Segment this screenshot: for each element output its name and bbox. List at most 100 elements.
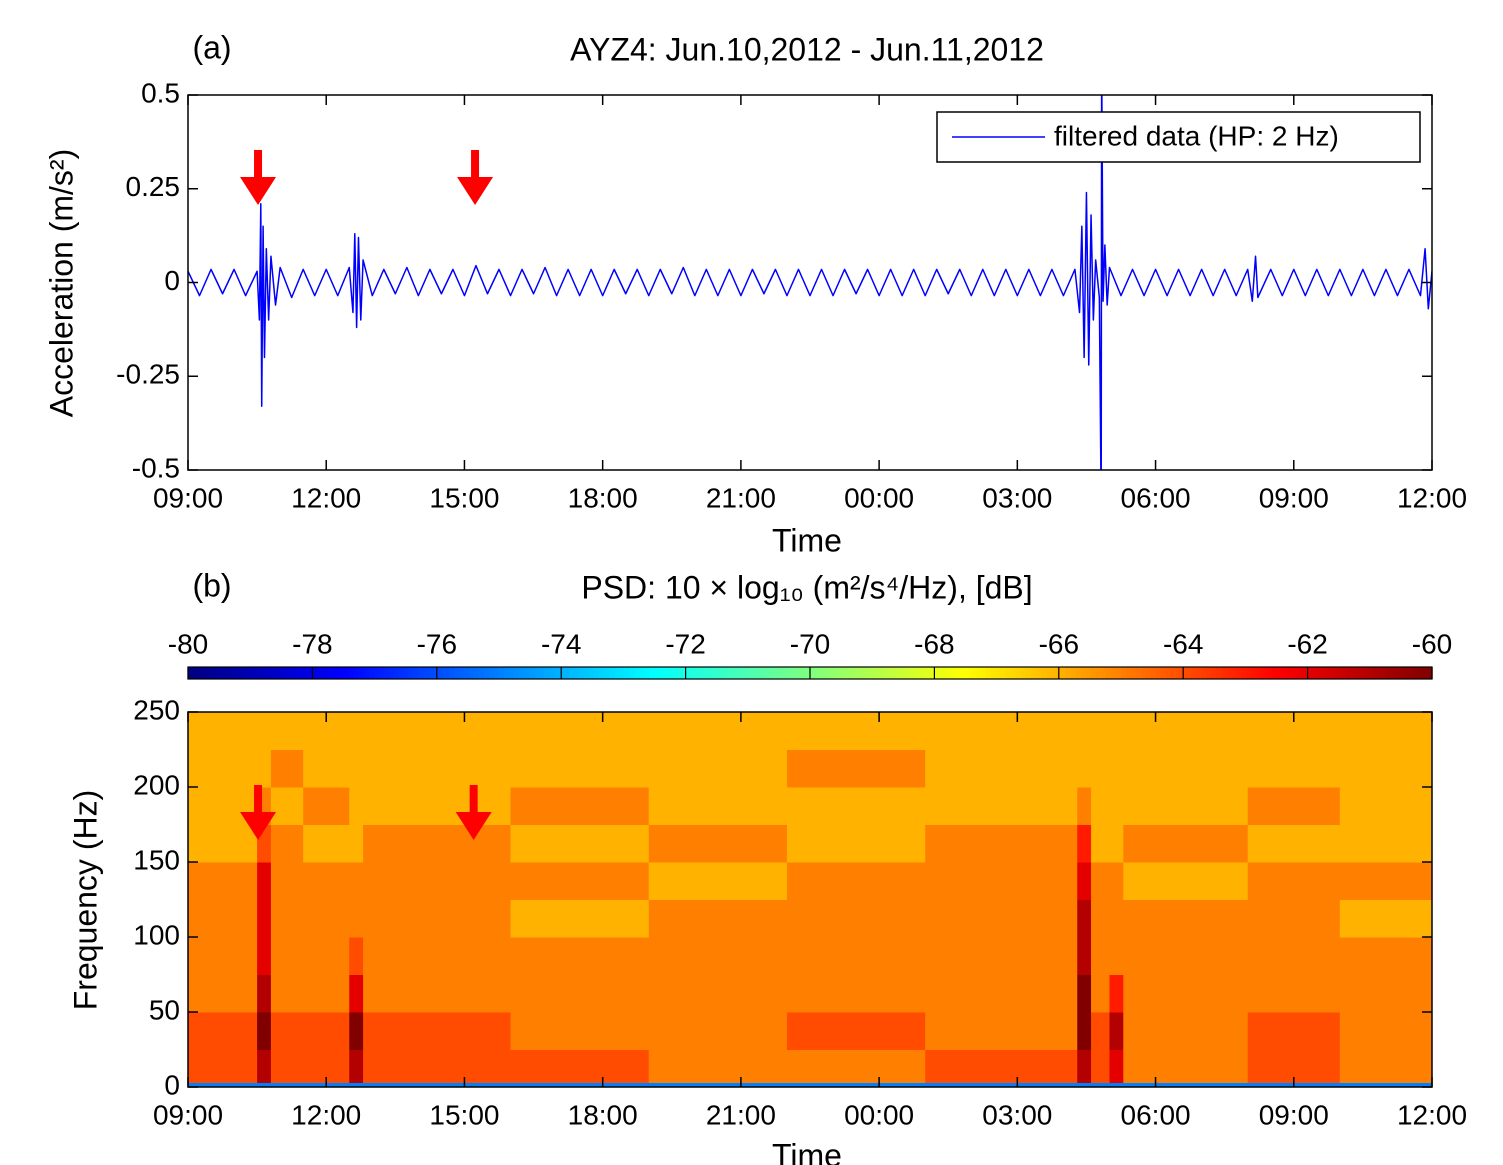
colorbar-swatch <box>1146 667 1152 679</box>
heatmap-cell <box>349 899 364 938</box>
colorbar-swatch <box>193 667 199 679</box>
colorbar-swatch <box>318 667 325 679</box>
heatmap-cell <box>1109 899 1124 938</box>
heatmap-cell <box>1339 824 1433 863</box>
heatmap-cell <box>925 937 1078 975</box>
x-tick-label: 06:00 <box>1121 482 1191 513</box>
heatmap-cell <box>1123 974 1249 1013</box>
colorbar-swatch <box>579 667 585 679</box>
heatmap-cell <box>257 712 272 750</box>
colorbar-swatch <box>664 667 671 679</box>
colorbar-swatch <box>880 667 886 679</box>
colorbar-swatch <box>714 667 721 679</box>
colorbar-tick-label: -68 <box>914 628 954 659</box>
heatmap-cell <box>1109 749 1124 788</box>
heatmap-cell <box>510 1082 650 1088</box>
colorbar-swatch <box>1075 667 1082 679</box>
colorbar-swatch <box>348 667 355 679</box>
heatmap-cell <box>510 1049 650 1083</box>
colorbar-tick-label: -78 <box>292 628 332 659</box>
colorbar-swatch <box>769 667 776 679</box>
heatmap-cell <box>1123 787 1249 825</box>
heatmap-cell <box>1109 787 1124 825</box>
colorbar-swatch <box>804 667 811 679</box>
colorbar-swatch <box>599 667 605 679</box>
heatmap-cell <box>270 749 304 788</box>
colorbar-swatch <box>589 667 595 679</box>
colorbar-swatch <box>1126 667 1132 679</box>
colorbar-swatch <box>228 667 234 679</box>
y-tick-label: 0.25 <box>126 171 181 202</box>
colorbar-swatch <box>383 667 390 679</box>
colorbar-swatch <box>313 667 320 679</box>
colorbar-swatch <box>258 667 264 679</box>
heatmap-cell <box>257 862 272 900</box>
colorbar-swatch <box>1341 667 1348 679</box>
colorbar-swatch <box>784 667 791 679</box>
heatmap-cell <box>257 1049 272 1083</box>
colorbar-swatch <box>1231 667 1237 679</box>
heatmap-cell <box>786 1012 926 1050</box>
colorbar-swatch <box>699 667 706 679</box>
colorbar-swatch <box>1261 667 1268 679</box>
colorbar-swatch <box>233 667 239 679</box>
colorbar-swatch <box>1090 667 1097 679</box>
colorbar-swatch <box>900 667 906 679</box>
heatmap-cell <box>1077 899 1092 938</box>
arrow-marker <box>240 785 277 840</box>
heatmap-cell <box>303 937 350 975</box>
heatmap-cell <box>1123 749 1249 788</box>
colorbar-swatch <box>1251 667 1258 679</box>
heatmap-cell <box>510 974 650 1013</box>
colorbar-swatch <box>453 667 460 679</box>
colorbar-swatch <box>1386 667 1393 679</box>
heatmap-cell <box>188 1049 258 1083</box>
colorbar-swatch <box>373 667 380 679</box>
colorbar-tick-label: -66 <box>1039 628 1079 659</box>
heatmap-cell <box>1247 749 1341 788</box>
heatmap-cell <box>1247 787 1341 825</box>
heatmap-cell <box>1123 1082 1249 1088</box>
heatmap-cell <box>363 937 512 975</box>
colorbar-swatch <box>674 667 681 679</box>
heatmap-cell <box>188 712 258 750</box>
y-tick-label: 50 <box>149 994 180 1025</box>
heatmap-cell <box>925 749 1078 788</box>
colorbar-swatch <box>493 667 500 679</box>
heatmap-cell <box>349 1082 364 1088</box>
heatmap-cell <box>1109 1082 1124 1088</box>
heatmap-cell <box>270 899 304 938</box>
colorbar-swatch <box>634 667 641 679</box>
y-axis-label: Frequency (Hz) <box>67 790 103 1011</box>
colorbar-swatch <box>995 667 1002 679</box>
heatmap-cell <box>786 899 926 938</box>
colorbar-swatch <box>950 667 957 679</box>
colorbar-swatch <box>408 667 415 679</box>
heatmap-cell <box>363 712 512 750</box>
y-tick-label: 200 <box>133 769 180 800</box>
heatmap-cell <box>1247 862 1341 900</box>
colorbar-swatch <box>443 667 450 679</box>
heatmap-cell <box>1077 1082 1092 1088</box>
heatmap-cell <box>510 937 650 975</box>
colorbar-swatch <box>1301 667 1308 679</box>
heatmap-cell <box>349 749 364 788</box>
heatmap-cell <box>510 899 650 938</box>
colorbar-swatch <box>478 667 485 679</box>
colorbar-swatch <box>504 667 510 679</box>
heatmap-cell <box>363 862 512 900</box>
colorbar-swatch <box>524 667 530 679</box>
colorbar-swatch <box>619 667 626 679</box>
colorbar-swatch <box>1266 667 1273 679</box>
colorbar-swatch <box>920 667 926 679</box>
colorbar-swatch <box>1060 667 1067 679</box>
heatmap-cell <box>1077 974 1092 1013</box>
panel-label: (a) <box>192 29 231 65</box>
heatmap-cell <box>257 937 272 975</box>
heatmap-cell <box>1109 1049 1124 1083</box>
heatmap-cell <box>1339 787 1433 825</box>
colorbar-swatch <box>1080 667 1087 679</box>
heatmap-cell <box>510 824 650 863</box>
heatmap-cell <box>1077 1012 1092 1050</box>
